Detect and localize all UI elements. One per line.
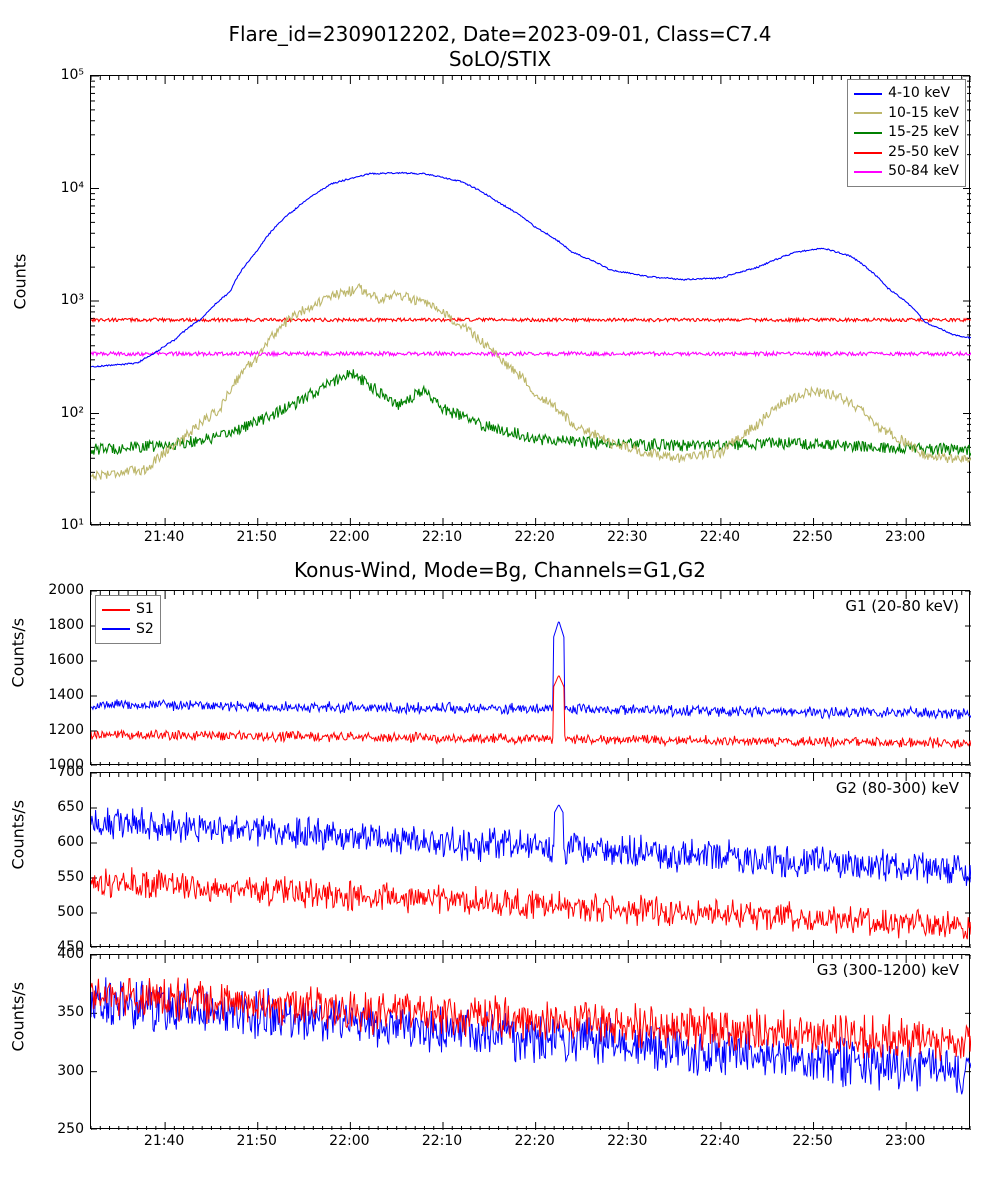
- konus-panel-label: G1 (20-80 keV): [845, 597, 959, 615]
- stix-subtitle: SoLO/STIX: [0, 47, 1000, 71]
- xtick-label: 23:00: [885, 529, 925, 545]
- ytick-label: 1600: [48, 652, 84, 668]
- xtick-label: 22:30: [607, 1133, 647, 1149]
- legend-item: S2: [102, 620, 154, 640]
- konus-legend: S1S2: [95, 595, 161, 644]
- xtick-label: 21:40: [144, 529, 184, 545]
- xtick-label: 21:40: [144, 1133, 184, 1149]
- konus-panel-1: G2 (80-300) keV: [90, 772, 970, 947]
- ytick-label: 650: [57, 799, 84, 815]
- legend-swatch: [854, 93, 882, 95]
- legend-swatch: [854, 132, 882, 134]
- ytick-label: 1200: [48, 722, 84, 738]
- stix-ytick-labels: 10¹10²10³10⁴10⁵: [0, 75, 90, 525]
- konus-panel-0: G1 (20-80 keV) S1S2: [90, 590, 970, 765]
- xtick-label: 22:20: [514, 529, 554, 545]
- konus-plot-svg: [91, 773, 971, 948]
- legend-label: S1: [136, 600, 154, 620]
- legend-label: 15-25 keV: [888, 123, 959, 143]
- legend-item: 10-15 keV: [854, 104, 959, 124]
- ytick-label: 2000: [48, 582, 84, 598]
- ytick-label: 10⁴: [61, 180, 84, 196]
- ytick-label: 10²: [61, 405, 84, 421]
- ytick-label: 550: [57, 869, 84, 885]
- legend-item: 50-84 keV: [854, 162, 959, 182]
- konus-plot-svg: [91, 955, 971, 1130]
- figure-suptitle: Flare_id=2309012202, Date=2023-09-01, Cl…: [0, 22, 1000, 46]
- konus-ylabel: Counts/s: [9, 1031, 28, 1051]
- legend-label: S2: [136, 620, 154, 640]
- xtick-label: 22:10: [422, 529, 462, 545]
- stix-legend: 4-10 keV10-15 keV15-25 keV25-50 keV50-84…: [847, 79, 966, 187]
- xtick-label: 21:50: [237, 529, 277, 545]
- stix-xtick-labels: 21:40 21:50 22:00 22:10 22:20 22:30 22:40 22:50…: [90, 529, 970, 549]
- ytick-label: 300: [57, 1063, 84, 1079]
- ytick-label: 10¹: [61, 517, 84, 533]
- konus-plot-svg: [91, 591, 971, 766]
- ytick-label: 500: [57, 904, 84, 920]
- ytick-label: 400: [57, 946, 84, 962]
- ytick-label: 1400: [48, 687, 84, 703]
- ytick-label: 350: [57, 1004, 84, 1020]
- konus-subtitle: Konus-Wind, Mode=Bg, Channels=G1,G2: [0, 558, 1000, 582]
- xtick-label: 21:50: [237, 1133, 277, 1149]
- xtick-label: 22:40: [700, 529, 740, 545]
- ytick-label: 10⁵: [61, 67, 84, 83]
- legend-swatch: [854, 112, 882, 114]
- xtick-label: 22:10: [422, 1133, 462, 1149]
- konus-panel-label: G3 (300-1200) keV: [817, 961, 959, 979]
- ytick-label: 250: [57, 1121, 84, 1137]
- konus-ylabel: Counts/s: [9, 667, 28, 687]
- konus-panel-2: G3 (300-1200) keV: [90, 954, 970, 1129]
- xtick-label: 22:50: [792, 529, 832, 545]
- konus-panel-label: G2 (80-300) keV: [836, 779, 959, 797]
- legend-label: 25-50 keV: [888, 143, 959, 163]
- legend-item: 4-10 keV: [854, 84, 959, 104]
- ytick-label: 1800: [48, 617, 84, 633]
- xtick-label: 22:20: [514, 1133, 554, 1149]
- ytick-label: 600: [57, 834, 84, 850]
- legend-swatch: [854, 152, 882, 154]
- legend-swatch: [854, 171, 882, 173]
- legend-label: 4-10 keV: [888, 84, 950, 104]
- legend-swatch: [102, 609, 130, 611]
- figure: Flare_id=2309012202, Date=2023-09-01, Cl…: [0, 0, 1000, 1200]
- legend-swatch: [102, 628, 130, 630]
- legend-item: 25-50 keV: [854, 143, 959, 163]
- xtick-label: 22:50: [792, 1133, 832, 1149]
- xtick-label: 23:00: [885, 1133, 925, 1149]
- xtick-label: 22:30: [607, 529, 647, 545]
- konus-xtick-labels: 21:40 21:50 22:00 22:10 22:20 22:30 22:40 22:50…: [90, 1133, 970, 1153]
- stix-panel: 4-10 keV10-15 keV15-25 keV25-50 keV50-84…: [90, 75, 970, 525]
- legend-item: S1: [102, 600, 154, 620]
- xtick-label: 22:40: [700, 1133, 740, 1149]
- xtick-label: 22:00: [329, 1133, 369, 1149]
- legend-label: 10-15 keV: [888, 104, 959, 124]
- konus-ylabel: Counts/s: [9, 849, 28, 869]
- legend-label: 50-84 keV: [888, 162, 959, 182]
- xtick-label: 22:00: [329, 529, 369, 545]
- ytick-label: 10³: [61, 292, 84, 308]
- legend-item: 15-25 keV: [854, 123, 959, 143]
- ytick-label: 700: [57, 764, 84, 780]
- stix-plot-svg: [91, 76, 971, 526]
